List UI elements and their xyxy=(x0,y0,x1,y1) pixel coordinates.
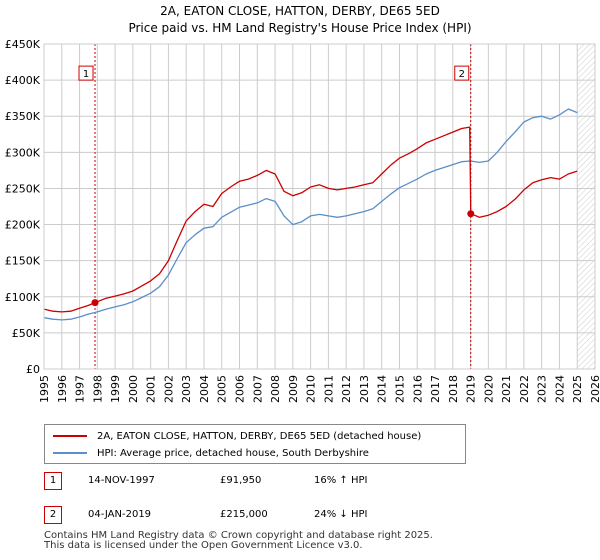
x-tick-label: 2008 xyxy=(269,375,282,403)
y-tick-label: £300K xyxy=(5,146,41,159)
sale-row: 2 04-JAN-2019 £215,000 24% ↓ HPI xyxy=(44,506,464,526)
sale-point xyxy=(91,299,99,307)
y-tick-label: £250K xyxy=(5,182,41,195)
footer-line-2: This data is licensed under the Open Gov… xyxy=(44,540,363,551)
sale-number-badge: 1 xyxy=(44,472,62,490)
x-tick-label: 2025 xyxy=(571,375,584,403)
y-tick-label: £0 xyxy=(26,363,40,376)
y-tick-label: £50K xyxy=(12,327,41,340)
legend-label-hpi: HPI: Average price, detached house, Sout… xyxy=(97,447,369,459)
chart-title: 2A, EATON CLOSE, HATTON, DERBY, DE65 5ED xyxy=(160,4,440,18)
property-price-line xyxy=(43,126,578,313)
x-tick-label: 2010 xyxy=(305,375,318,403)
x-tick-label: 2012 xyxy=(340,375,353,403)
price-chart: 1 2 £0 £50K £100K £150K £200K £250K £300K £350K £… xyxy=(5,38,600,403)
legend-swatch-property xyxy=(53,435,87,437)
plot-area xyxy=(44,44,595,369)
x-tick-label: 2003 xyxy=(180,375,193,403)
x-tick-label: 2013 xyxy=(358,375,371,403)
x-tick-label: 2021 xyxy=(500,375,513,403)
sale-date: 04-JAN-2019 xyxy=(88,509,152,520)
x-tick-label: 2024 xyxy=(553,375,566,403)
x-tick-label: 1998 xyxy=(91,375,104,403)
x-tick-label: 2005 xyxy=(216,375,229,403)
x-tick-label: 2009 xyxy=(287,375,300,403)
sale-label-box xyxy=(454,65,470,81)
legend-item-property: 2A, EATON CLOSE, HATTON, DERBY, DE65 5ED… xyxy=(53,428,421,444)
chart-subtitle: Price paid vs. HM Land Registry's House … xyxy=(128,21,472,35)
footer-copyright: Contains HM Land Registry data © Crown c… xyxy=(44,531,433,551)
hpi-line xyxy=(43,108,578,321)
hatched-region xyxy=(577,44,595,369)
sale-price: £215,000 xyxy=(220,509,268,520)
x-tick-label: 2015 xyxy=(393,375,406,403)
x-tick-label: 2014 xyxy=(376,375,389,403)
legend: 2A, EATON CLOSE, HATTON, DERBY, DE65 5ED… xyxy=(44,424,466,464)
sale-label-number: 2 xyxy=(459,69,465,80)
sale-point xyxy=(467,210,475,218)
x-tick-label: 1999 xyxy=(109,375,122,403)
y-tick-label: £200K xyxy=(5,219,41,232)
sale-number-badge: 2 xyxy=(44,506,62,524)
legend-swatch-hpi xyxy=(53,452,87,454)
sale-price: £91,950 xyxy=(220,475,262,486)
sale-label-number: 1 xyxy=(83,69,89,80)
legend-item-hpi: HPI: Average price, detached house, Sout… xyxy=(53,445,369,461)
x-tick-label: 2019 xyxy=(465,375,478,403)
x-tick-label: 1995 xyxy=(38,375,51,403)
x-tick-label: 2002 xyxy=(162,375,175,403)
legend-label-property: 2A, EATON CLOSE, HATTON, DERBY, DE65 5ED… xyxy=(97,430,422,442)
y-tick-label: £450K xyxy=(5,38,41,51)
x-tick-label: 2018 xyxy=(447,375,460,403)
x-tick-label: 2004 xyxy=(198,375,211,403)
x-tick-label: 2000 xyxy=(127,375,140,403)
x-tick-label: 2026 xyxy=(589,375,600,403)
x-tick-label: 1996 xyxy=(56,375,69,403)
x-tick-label: 2006 xyxy=(234,375,247,403)
x-tick-label: 2011 xyxy=(322,375,335,403)
footer-line-1: Contains HM Land Registry data © Crown c… xyxy=(44,530,433,541)
sale-row: 1 14-NOV-1997 £91,950 16% ↑ HPI xyxy=(44,472,464,492)
x-tick-label: 1997 xyxy=(74,375,87,403)
y-tick-label: £400K xyxy=(5,74,41,87)
sale-hpi-delta: 24% ↓ HPI xyxy=(314,509,368,520)
x-tick-label: 2016 xyxy=(411,375,424,403)
x-tick-label: 2022 xyxy=(518,375,531,403)
y-tick-label: £100K xyxy=(5,291,41,304)
y-tick-label: £150K xyxy=(5,255,41,268)
sale-date: 14-NOV-1997 xyxy=(88,475,155,486)
sale-hpi-delta: 16% ↑ HPI xyxy=(314,475,368,486)
x-tick-label: 2017 xyxy=(429,375,442,403)
sale-label-box xyxy=(78,65,94,81)
plot-frame xyxy=(43,43,596,370)
x-tick-label: 2023 xyxy=(536,375,549,403)
y-tick-label: £350K xyxy=(5,110,41,123)
x-tick-label: 2007 xyxy=(251,375,264,403)
x-tick-label: 2001 xyxy=(145,375,158,403)
x-tick-label: 2020 xyxy=(482,375,495,403)
